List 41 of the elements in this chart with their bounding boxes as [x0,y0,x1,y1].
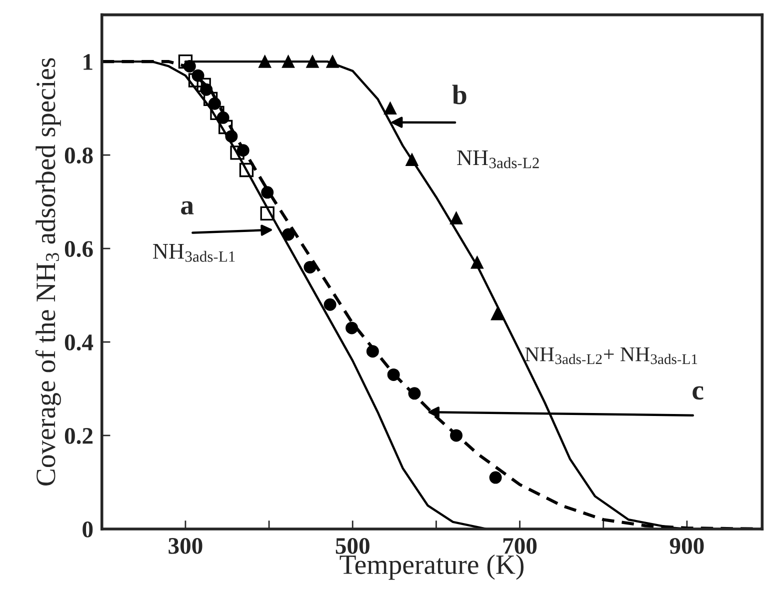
point [306,55,319,68]
point [450,429,463,442]
point [239,162,254,178]
x-tick-label: 500 [336,538,370,554]
point [408,387,421,400]
point [384,102,396,115]
point [282,228,295,241]
point [326,55,339,68]
y-tick-label: 0.2 [64,428,93,444]
point [324,298,336,311]
point [489,471,502,484]
annotation: b [452,84,466,104]
y-axis-title: Coverage of the NH$_{3}$ adsorbed species [35,58,61,486]
point [230,146,244,160]
x-tick-label: 700 [503,538,537,554]
y-tick-label: 0.6 [64,241,93,258]
point [366,345,379,358]
point [387,368,400,381]
point [406,153,418,166]
annotation: NH$_{3ads‑L2}$ [457,150,539,168]
point [261,186,274,199]
annotation: NH$_{3ads‑L1}$ [153,244,235,262]
point [282,55,295,68]
point [450,212,463,224]
y-tick-label: 0.8 [64,148,93,164]
y-tick-label: 0.4 [64,334,94,351]
point [490,308,504,320]
y-tick-label: 1 [84,54,92,70]
annotation: a [181,201,194,215]
point [260,206,274,221]
point [304,260,316,274]
point [346,322,358,334]
annotation: c [692,386,704,400]
point [470,256,484,269]
y-tick-label: 0 [82,521,93,538]
x-axis-title: Temperature (K) [340,554,524,580]
annotation: NH$_{3ads‑L2}$+ NH$_{3ads‑L1}$ [525,347,698,364]
x-tick-label: 300 [168,538,202,554]
point [258,55,272,68]
point [178,54,193,69]
x-tick-label: 900 [670,538,704,554]
